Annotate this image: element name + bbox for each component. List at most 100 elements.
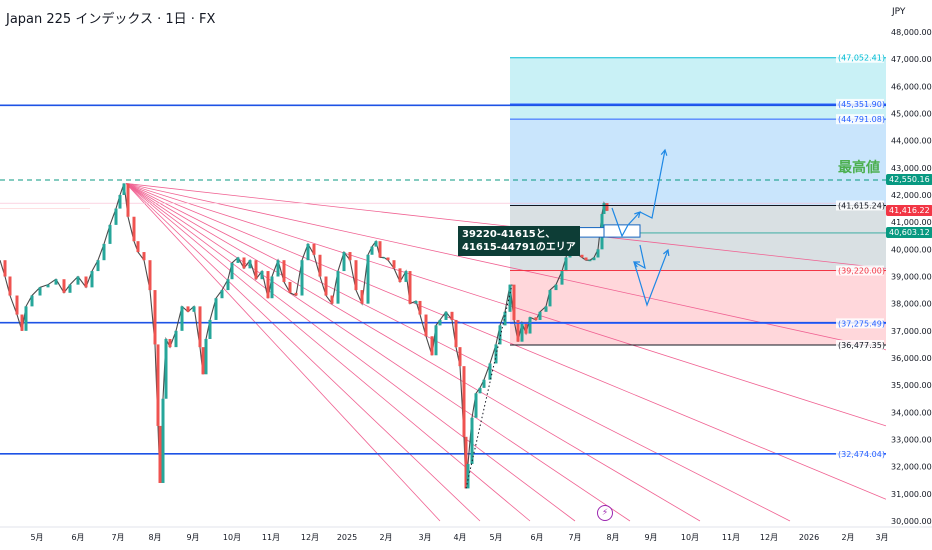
y-tick-label: 45,000.00 bbox=[891, 110, 932, 119]
candle bbox=[201, 347, 205, 375]
x-tick-label: 2月 bbox=[379, 533, 392, 542]
candle bbox=[276, 260, 280, 277]
price-badge: 40,603.12 bbox=[886, 226, 932, 238]
x-tick-label: 12月 bbox=[301, 533, 319, 542]
candle bbox=[336, 271, 340, 304]
candle bbox=[108, 224, 112, 244]
candle bbox=[378, 241, 382, 258]
arrow-up-long-head bbox=[660, 148, 668, 156]
y-tick-label: 41,000.00 bbox=[891, 218, 932, 227]
fib-level-label: (41,615.24) bbox=[838, 201, 885, 210]
candle bbox=[438, 319, 442, 326]
currency-label[interactable]: JPY bbox=[892, 7, 906, 17]
candle bbox=[454, 319, 458, 348]
arrow-up-long bbox=[639, 149, 666, 219]
candle bbox=[174, 330, 178, 348]
candle bbox=[114, 208, 118, 225]
fib-label-bg bbox=[836, 98, 884, 109]
x-tick-label: 10月 bbox=[681, 533, 699, 542]
candle bbox=[450, 311, 454, 320]
fan-line bbox=[125, 183, 441, 522]
trend-dotted-line bbox=[465, 284, 513, 489]
y-tick-label: 33,000.00 bbox=[891, 436, 932, 445]
arrow-down-short bbox=[633, 244, 646, 270]
candle bbox=[198, 306, 202, 348]
candle bbox=[164, 338, 168, 399]
price-badge: 41,416.22 bbox=[886, 204, 932, 216]
chart-title: Japan 225 インデックス · 1日 · FX bbox=[6, 12, 216, 27]
candle bbox=[30, 295, 34, 307]
candle bbox=[300, 260, 304, 296]
candle bbox=[464, 436, 468, 489]
candle bbox=[8, 276, 12, 296]
candle bbox=[482, 379, 486, 388]
candle bbox=[564, 257, 568, 272]
candle bbox=[230, 262, 234, 280]
y-axis: 30,000.00 31,000.00 32,000.00 33,000.00 34,0… bbox=[886, 0, 932, 550]
candle bbox=[602, 203, 606, 215]
arrow-up-short bbox=[611, 207, 641, 238]
candle bbox=[242, 257, 246, 269]
candle bbox=[408, 271, 412, 304]
y-tick-label: 44,000.00 bbox=[891, 137, 932, 146]
candle bbox=[503, 311, 507, 326]
fan-line bbox=[125, 183, 576, 522]
candle bbox=[330, 295, 334, 304]
candle bbox=[236, 257, 240, 263]
y-tick-label: 40,000.00 bbox=[891, 245, 932, 254]
candle bbox=[282, 260, 286, 282]
arrow-down-rebound bbox=[633, 249, 669, 307]
candle bbox=[584, 257, 588, 261]
candle bbox=[488, 363, 492, 380]
candle bbox=[148, 260, 152, 291]
candle bbox=[254, 260, 258, 280]
candle bbox=[392, 260, 396, 269]
candle bbox=[38, 287, 42, 296]
fib-label-bg bbox=[836, 448, 884, 459]
candle bbox=[318, 254, 322, 277]
candle bbox=[470, 417, 474, 464]
candle bbox=[118, 195, 122, 209]
fib-label-bg bbox=[836, 114, 884, 125]
y-axis-bg bbox=[886, 0, 932, 550]
candle bbox=[580, 254, 584, 258]
candle bbox=[220, 290, 224, 299]
y-tick-label: 42,000.00 bbox=[891, 191, 932, 200]
fan-line bbox=[125, 183, 701, 522]
y-tick-label: 32,000.00 bbox=[891, 463, 932, 472]
candle bbox=[270, 276, 274, 299]
candle bbox=[516, 319, 520, 342]
candle bbox=[24, 306, 28, 331]
candle bbox=[122, 183, 126, 195]
candle bbox=[554, 284, 558, 291]
candle bbox=[414, 300, 418, 304]
candle bbox=[102, 243, 106, 261]
lightning-icon[interactable]: ⚡ bbox=[597, 505, 613, 521]
candle bbox=[248, 260, 252, 269]
candle bbox=[153, 290, 157, 345]
candle bbox=[126, 183, 130, 217]
candle bbox=[76, 276, 80, 285]
fib-label-bg bbox=[836, 265, 884, 276]
candle bbox=[294, 292, 298, 296]
candle bbox=[90, 271, 94, 288]
fib-level-label: (36,477.35) bbox=[838, 341, 885, 350]
candle bbox=[418, 300, 422, 315]
y-tick-label: 30,000.00 bbox=[891, 517, 932, 526]
x-tick-label: 10月 bbox=[223, 533, 241, 542]
candle bbox=[214, 298, 218, 320]
candle bbox=[312, 243, 316, 255]
candle bbox=[266, 271, 270, 299]
area-note-line1: 39220-41615と、 bbox=[462, 229, 556, 240]
candle bbox=[192, 306, 196, 312]
y-tick-label: 35,000.00 bbox=[891, 381, 932, 390]
y-tick-label: 43,000.00 bbox=[891, 164, 932, 173]
y-tick-label: 47,000.00 bbox=[891, 55, 932, 64]
candle bbox=[498, 325, 502, 345]
candle bbox=[354, 260, 358, 291]
candle bbox=[161, 398, 165, 483]
candle bbox=[444, 311, 448, 320]
fib-level-labels: (47,052.41) (45,351.90) (44,791.08) (41,615… bbox=[510, 52, 886, 459]
x-tick-label: 9月 bbox=[186, 533, 199, 542]
